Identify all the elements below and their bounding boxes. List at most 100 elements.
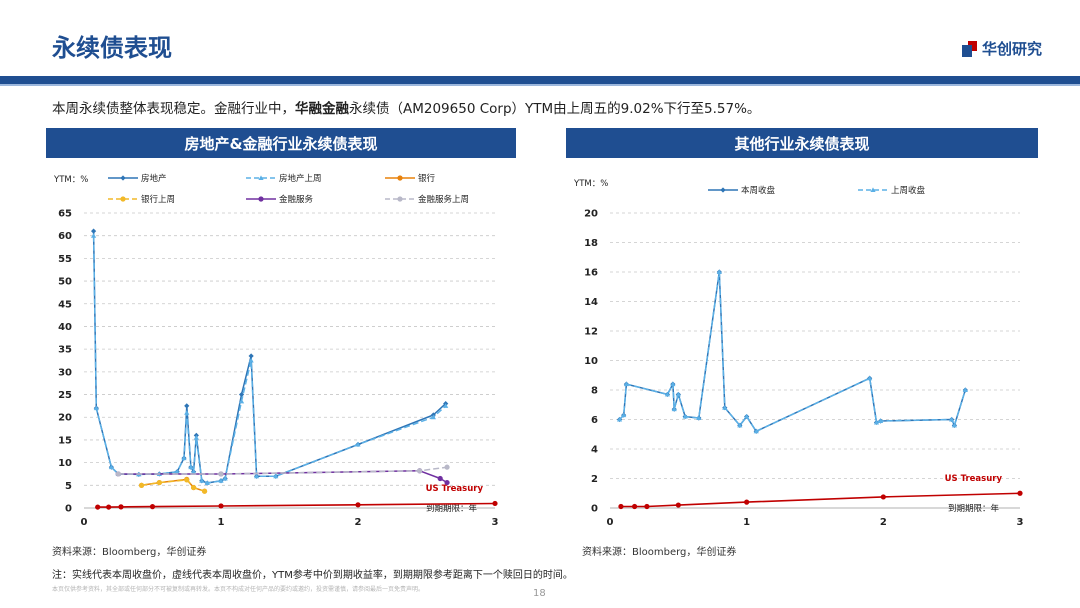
- x-axis-label-1: 到期期限：年: [948, 503, 1000, 514]
- data-point-0-0-17: [248, 353, 254, 359]
- data-point-0-1-9: [188, 464, 194, 470]
- data-point-0-5-1: [218, 471, 224, 477]
- data-point-0-1-15: [222, 475, 228, 481]
- x-tick-label-1-3: 3: [1017, 517, 1024, 528]
- data-point-0-6-2: [118, 504, 124, 510]
- data-point-0-3-0: [138, 482, 145, 488]
- legend-label-0-1: 房地产上周: [279, 173, 322, 184]
- y-tick-label-0-9: 45: [58, 299, 72, 310]
- y-tick-label-1-10: 20: [584, 209, 598, 220]
- x-tick-label-0-2: 2: [355, 517, 362, 528]
- legend-marker-0-5: [397, 196, 403, 202]
- chart-title-realestate-finance: 房地产&金融行业永续债表现: [46, 128, 516, 158]
- y-tick-label-0-12: 60: [58, 231, 72, 242]
- data-point-0-1-7: [181, 455, 187, 461]
- series-0-6: [95, 500, 498, 510]
- footnote: 注：实线代表本周收盘价，虚线代表本周收盘价，YTM参考中价到期收益率，到期期限参…: [52, 570, 573, 581]
- data-point-1-2-5: [880, 494, 886, 500]
- legend-label-0-0: 房地产: [141, 173, 167, 184]
- data-point-1-1-9: [716, 269, 722, 274]
- data-point-1-1-8: [696, 415, 702, 421]
- series-line-0-5: [118, 466, 448, 475]
- data-point-0-1-22: [443, 403, 449, 408]
- data-point-1-1-10: [722, 405, 728, 410]
- x-tick-label-0-0: 0: [81, 517, 88, 528]
- series-0-5: [115, 464, 450, 477]
- legend-marker-0-1: [258, 175, 264, 180]
- brand-logo: 华创研究: [960, 38, 1042, 59]
- data-point-0-1-18: [254, 473, 260, 479]
- y-tick-label-0-0: 0: [65, 504, 72, 515]
- data-point-1-1-14: [867, 375, 873, 381]
- legend-marker-0-4: [258, 196, 264, 202]
- series-1-0: [616, 269, 968, 434]
- data-point-0-1-6: [174, 469, 180, 474]
- legend-marker-0-0: [120, 175, 126, 181]
- y-tick-label-1-2: 4: [591, 445, 598, 456]
- summary-bold: 华融金融: [295, 101, 349, 117]
- summary-pre: 本周永续债整体表现稳定。金融行业中，: [52, 101, 295, 117]
- data-point-1-1-15: [873, 419, 880, 425]
- data-point-1-1-6: [675, 391, 681, 397]
- x-tick-label-1-1: 1: [743, 517, 750, 528]
- legend-label-0-3: 银行上周: [141, 194, 175, 205]
- y-tick-label-0-4: 20: [58, 413, 72, 424]
- y-tick-label-1-8: 16: [584, 268, 598, 279]
- data-point-1-1-5: [671, 406, 677, 412]
- y-tick-label-0-6: 30: [58, 367, 72, 378]
- y-tick-label-1-5: 10: [584, 356, 598, 367]
- y-tick-label-0-11: 55: [58, 254, 72, 265]
- data-point-1-1-11: [737, 422, 743, 428]
- data-point-1-1-0: [616, 416, 623, 422]
- data-point-1-1-4: [670, 381, 676, 387]
- data-point-1-2-1: [632, 503, 638, 510]
- data-point-0-1-8: [184, 410, 190, 415]
- x-tick-label-1-0: 0: [607, 517, 614, 528]
- legend-label-1-0: 本周收盘: [741, 185, 776, 196]
- data-point-1-1-16: [878, 418, 884, 423]
- data-point-0-1-12: [199, 478, 205, 483]
- y-tick-label-1-6: 12: [584, 327, 598, 338]
- data-point-1-1-1: [621, 412, 627, 418]
- data-point-0-1-1: [93, 405, 99, 411]
- page-title: 永续债表现: [52, 34, 172, 62]
- data-point-0-6-5: [355, 502, 361, 508]
- source-left: 资料来源：Bloomberg，华创证券: [52, 547, 207, 558]
- data-point-1-2-2: [644, 503, 650, 510]
- source-right: 资料来源：Bloomberg，华创证券: [582, 547, 737, 558]
- data-point-0-5-0: [115, 471, 121, 477]
- y-tick-label-0-2: 10: [58, 458, 72, 469]
- data-point-1-1-2: [623, 381, 629, 387]
- y-axis-label-1: YTM：%: [573, 179, 608, 189]
- summary-post: 永续债（AM209650 Corp）YTM由上周五的9.02%下行至5.57%。: [349, 101, 761, 117]
- data-point-0-3-4: [201, 488, 208, 494]
- data-point-1-1-7: [682, 413, 688, 419]
- data-point-0-0-0: [90, 228, 97, 234]
- legend-marker-0-3: [120, 196, 126, 202]
- legend-label-0-4: 金融服务: [279, 194, 314, 205]
- logo-mark-icon: [961, 40, 977, 57]
- data-point-0-1-0: [90, 233, 97, 238]
- series-1-2: [618, 490, 1023, 510]
- y-tick-label-0-7: 35: [58, 345, 72, 356]
- data-point-0-5-2: [417, 468, 423, 474]
- data-point-0-1-16: [238, 398, 245, 404]
- data-point-0-4-4: [444, 479, 450, 486]
- y-tick-label-1-9: 18: [584, 238, 598, 249]
- chart-title-other-industries: 其他行业永续债表现: [566, 128, 1038, 158]
- y-axis-label-0: YTM：%: [53, 175, 88, 185]
- data-point-1-1-13: [753, 428, 759, 434]
- data-point-0-6-3: [149, 504, 156, 510]
- series-0-1: [90, 233, 449, 486]
- x-tick-label-0-3: 3: [492, 517, 499, 528]
- x-tick-label-0-1: 1: [218, 517, 225, 528]
- y-tick-label-1-1: 2: [591, 474, 598, 485]
- data-point-1-1-3: [664, 391, 670, 397]
- data-point-0-6-4: [218, 503, 224, 509]
- legend-label-0-2: 银行: [418, 173, 436, 184]
- data-point-1-2-4: [744, 499, 750, 505]
- data-point-1-1-12: [744, 413, 750, 419]
- series-0-3: [138, 477, 208, 494]
- series-0-2: [138, 476, 208, 494]
